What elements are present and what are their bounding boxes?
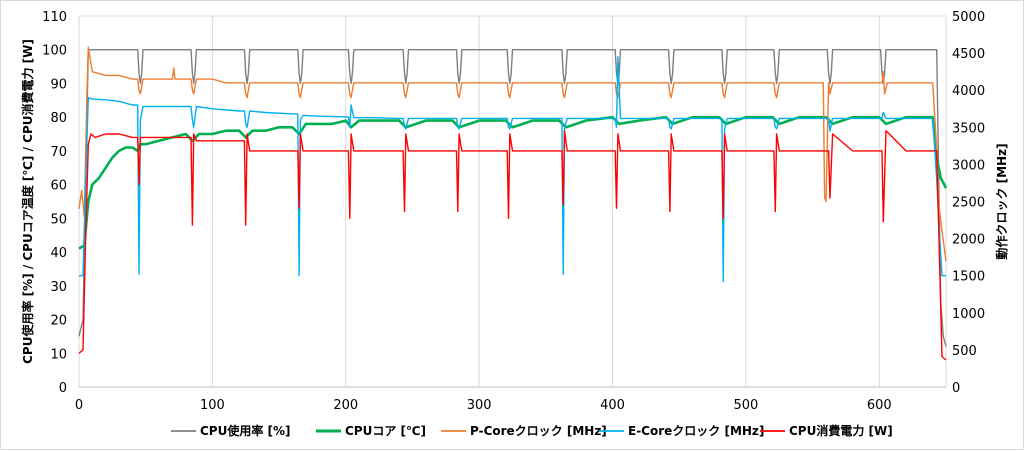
legend-label: CPU消費電力 [W]	[789, 423, 893, 438]
y-left-tick-label: 70	[50, 145, 67, 160]
y-right-tick-label: 3000	[952, 158, 985, 173]
x-tick-label: 400	[600, 398, 625, 413]
y-right-tick-label: 5000	[952, 10, 985, 25]
legend-label: CPUコア [℃]	[345, 424, 426, 438]
series-line-CPUコア-[℃]	[78, 115, 948, 250]
y-axis-right-label: 動作クロック [MHz]	[994, 143, 1009, 259]
x-tick-label: 600	[867, 398, 892, 413]
x-tick-label: 100	[200, 398, 225, 413]
plot-area	[78, 15, 947, 388]
plot-border	[78, 15, 947, 388]
gridlines	[211, 16, 880, 387]
legend: CPU使用率 [%] CPUコア [℃] P-Coreクロック [MHz] E-Cor…	[171, 423, 893, 438]
y-right-tick-label: 1500	[952, 270, 985, 285]
x-tick-label: 500	[734, 398, 759, 413]
y-axis-left-label: CPU使用率 [%] / CPUコア温度 [℃] / CPU消費電力 [W]	[20, 39, 35, 364]
x-tick-label: 0	[75, 398, 83, 413]
y-left-tick-label: 30	[50, 280, 67, 295]
y-right-tick-label: 4500	[952, 47, 985, 62]
legend-label: CPU使用率 [%]	[200, 423, 291, 438]
series-line-CPU使用率-[%]	[78, 49, 947, 347]
x-tick-label: 300	[467, 398, 492, 413]
y-right-tick-label: 4000	[952, 84, 985, 99]
y-left-tick-label: 80	[50, 111, 67, 126]
series-line-E-Coreクロック-[MHz]	[79, 56, 946, 283]
y-left-tick-label: 10	[50, 347, 67, 362]
axes: 0 100 200 300 400 500 600 0 10 20 30 40 50 60 70 80 90 10…	[42, 10, 985, 413]
y-left-tick-label: 100	[42, 44, 67, 59]
y-right-tick-label: 500	[952, 344, 977, 359]
y-right-tick-label: 1000	[952, 307, 985, 322]
x-tick-label: 200	[333, 398, 358, 413]
series-line-P-Coreクロック-[MHz]	[78, 46, 947, 261]
series-group	[78, 46, 948, 361]
legend-label: P-Coreクロック [MHz]	[470, 424, 607, 438]
y-right-tick-label: 2500	[952, 196, 985, 211]
y-left-tick-label: 0	[59, 381, 67, 396]
legend-label: E-Coreクロック [MHz]	[628, 424, 764, 438]
series-line-CPU消費電力-[W]	[78, 129, 947, 361]
y-right-tick-label: 0	[952, 381, 960, 396]
y-left-tick-label: 20	[50, 314, 67, 329]
y-left-tick-label: 60	[50, 179, 67, 194]
y-right-tick-label: 2000	[952, 233, 985, 248]
y-left-tick-label: 90	[50, 77, 67, 92]
y-left-tick-label: 40	[50, 246, 67, 261]
y-right-tick-label: 3500	[952, 121, 985, 136]
y-left-tick-label: 50	[50, 212, 67, 227]
y-left-tick-label: 110	[42, 10, 67, 25]
